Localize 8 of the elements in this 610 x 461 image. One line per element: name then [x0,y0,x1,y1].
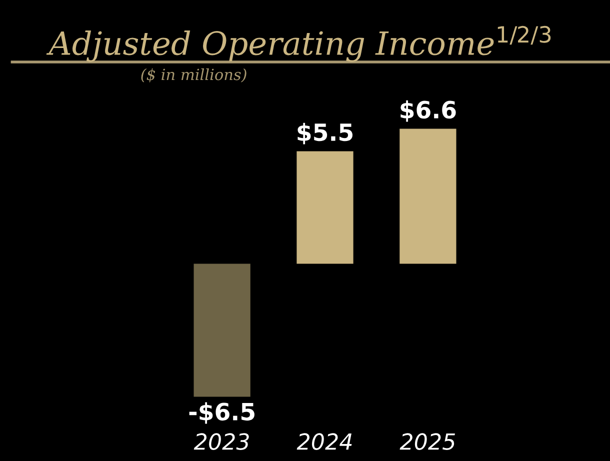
x-tick-label: 2024 [296,433,352,450]
data-label: -$6.5 [189,402,254,424]
data-label: $5.5 [298,122,352,144]
data-label: $6.6 [400,100,456,122]
x-tick-label: 2023 [194,433,249,450]
x-tick-label: 2025 [400,433,455,450]
chart-title: Adjusted Operating Income$^{1/2/3}$ [46,26,551,62]
chart-subtitle: ($ in millions) [141,68,246,82]
